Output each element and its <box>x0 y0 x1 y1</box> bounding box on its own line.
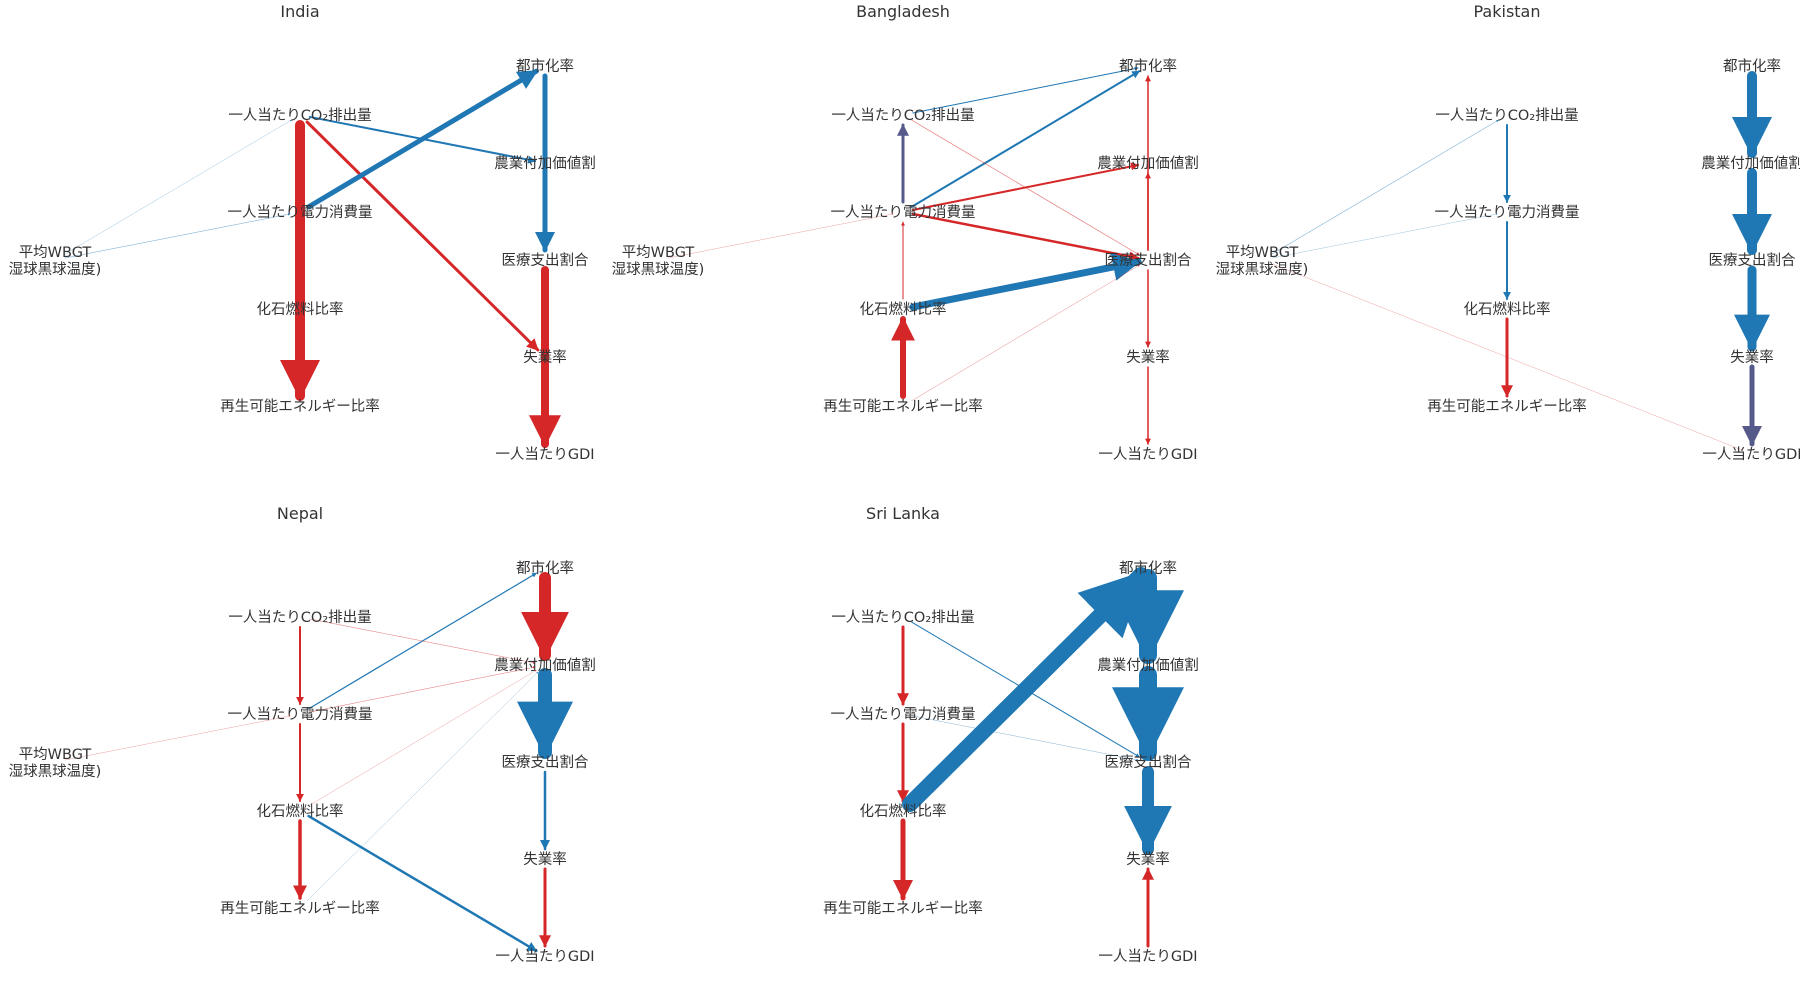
node-label-fos: 化石燃料比率 <box>860 802 947 820</box>
panel-title: Pakistan <box>1474 2 1541 21</box>
node-label-gdp: 一人当たりGDI <box>495 948 594 965</box>
edge-elec-to-agr <box>309 666 536 713</box>
edge-fos-to-med <box>909 253 1142 311</box>
panel-title: India <box>280 2 319 21</box>
edge-co2-to-urb <box>912 66 1139 114</box>
edge-co2-to-med <box>911 119 1140 256</box>
node-label-co2: 一人当たりCO₂排出量 <box>1435 107 1578 124</box>
edge-ren-to-med <box>911 264 1140 402</box>
edge-elec-to-urb <box>306 68 539 210</box>
edge-co2-to-agr <box>309 618 536 664</box>
edge-ren-to-agr <box>306 671 539 902</box>
panel-india: India 一人当たりCO₂排出量一人当たり電力消費量化石燃料比率再生可能エネルギ… <box>9 2 596 463</box>
edge-fos-to-agr <box>308 669 537 807</box>
node-label-co2: 一人当たりCO₂排出量 <box>831 107 974 124</box>
node-label-agr: 農業付加価値割 <box>1097 657 1199 674</box>
node-label-gdp: 一人当たりGDI <box>1098 948 1197 965</box>
node-label-fos: 化石燃料比率 <box>1464 300 1551 318</box>
node-label-med: 医療支出割合 <box>502 252 589 269</box>
node-label-wbgt: 湿球黒球温度) <box>9 261 102 278</box>
node-label-co2: 一人当たりCO₂排出量 <box>228 609 371 626</box>
node-label-agr: 農業付加価値割 <box>1701 155 1800 172</box>
node-label-unemp: 失業率 <box>523 851 567 868</box>
node-label-agr: 農業付加価値割 <box>494 155 596 172</box>
node-label-co2: 一人当たりCO₂排出量 <box>228 107 371 124</box>
node-label-ren: 再生可能エネルギー比率 <box>1427 398 1587 415</box>
node-label-urb: 都市化率 <box>516 560 574 577</box>
node-label-fos: 化石燃料比率 <box>860 300 947 318</box>
panel-title: Bangladesh <box>856 2 950 21</box>
edge-fos-to-gdp <box>307 814 538 953</box>
node-label-unemp: 失業率 <box>1126 349 1170 366</box>
panel-sri-lanka: Sri Lanka 一人当たりCO₂排出量一人当たり電力消費量化石燃料比率再生可能… <box>823 504 1199 965</box>
edges <box>893 567 1184 948</box>
node-label-ren: 再生可能エネルギー比率 <box>823 900 983 917</box>
node-label-gdp: 一人当たりGDI <box>495 446 594 463</box>
edge-wbgt-to-co2 <box>1270 119 1499 256</box>
node-label-agr: 農業付加価値割 <box>1097 155 1199 172</box>
node-label-med: 医療支出割合 <box>1105 754 1192 771</box>
edge-wbgt-to-elec <box>667 213 894 259</box>
node-label-elec: 一人当たり電力消費量 <box>1435 204 1580 221</box>
panel-pakistan: Pakistan 一人当たりCO₂排出量一人当たり電力消費量化石燃料比率再生可能エ… <box>1216 2 1800 463</box>
node-label-wbgt: 湿球黒球温度) <box>612 261 705 278</box>
node-label-gdp: 一人当たりGDI <box>1702 446 1800 463</box>
edges <box>667 66 1151 445</box>
edge-co2-to-med <box>911 621 1140 758</box>
edges <box>64 572 573 953</box>
node-label-elec: 一人当たり電力消費量 <box>831 706 976 723</box>
node-label-unemp: 失業率 <box>1126 851 1170 868</box>
node-label-unemp: 失業率 <box>1730 349 1774 366</box>
node-label-co2: 一人当たりCO₂排出量 <box>831 609 974 626</box>
panel-nepal: Nepal 一人当たりCO₂排出量一人当たり電力消費量化石燃料比率再生可能エネルギ… <box>9 504 596 965</box>
node-label-fos: 化石燃料比率 <box>257 802 344 820</box>
edge-wbgt-to-co2 <box>63 119 292 256</box>
node-label-ren: 再生可能エネルギー比率 <box>220 398 380 415</box>
node-label-unemp: 失業率 <box>523 349 567 366</box>
node-label-ren: 再生可能エネルギー比率 <box>823 398 983 415</box>
node-label-wbgt: 湿球黒球温度) <box>1216 261 1309 278</box>
edges <box>63 68 561 448</box>
panel-title: Nepal <box>277 504 323 523</box>
edge-elec-to-med <box>912 715 1139 761</box>
edges <box>1270 71 1772 451</box>
node-label-urb: 都市化率 <box>1119 58 1177 75</box>
node-label-urb: 都市化率 <box>1119 560 1177 577</box>
edge-wbgt-to-elec <box>1271 213 1498 259</box>
node-label-ren: 再生可能エネルギー比率 <box>220 900 380 917</box>
node-label-urb: 都市化率 <box>1723 58 1781 75</box>
panel-bangladesh: Bangladesh 一人当たりCO₂排出量一人当たり電力消費量化石燃料比率再生可… <box>612 2 1199 463</box>
node-label-elec: 一人当たり電力消費量 <box>831 204 976 221</box>
node-label-med: 医療支出割合 <box>1709 252 1796 269</box>
node-label-urb: 都市化率 <box>516 58 574 75</box>
edge-elec-to-urb <box>910 70 1141 208</box>
edge-co2-to-unemp <box>305 120 540 352</box>
node-label-med: 医療支出割合 <box>1105 252 1192 269</box>
node-label-med: 医療支出割合 <box>502 754 589 771</box>
panel-title: Sri Lanka <box>866 504 940 523</box>
node-label-elec: 一人当たり電力消費量 <box>228 204 373 221</box>
node-label-fos: 化石燃料比率 <box>257 300 344 318</box>
node-label-elec: 一人当たり電力消費量 <box>228 706 373 723</box>
edge-wbgt-to-elec <box>64 213 291 259</box>
node-label-wbgt: 平均WBGT <box>19 244 92 261</box>
node-label-gdp: 一人当たりGDI <box>1098 446 1197 463</box>
edge-wbgt-to-elec <box>64 715 291 761</box>
node-label-agr: 農業付加価値割 <box>494 657 596 674</box>
node-label-wbgt: 平均WBGT <box>19 746 92 763</box>
node-label-wbgt: 湿球黒球温度) <box>9 763 102 780</box>
edge-elec-to-med <box>911 212 1140 262</box>
edge-wbgt-to-gdp <box>1271 263 1743 451</box>
node-label-wbgt: 平均WBGT <box>622 244 695 261</box>
node-label-wbgt: 平均WBGT <box>1226 244 1299 261</box>
